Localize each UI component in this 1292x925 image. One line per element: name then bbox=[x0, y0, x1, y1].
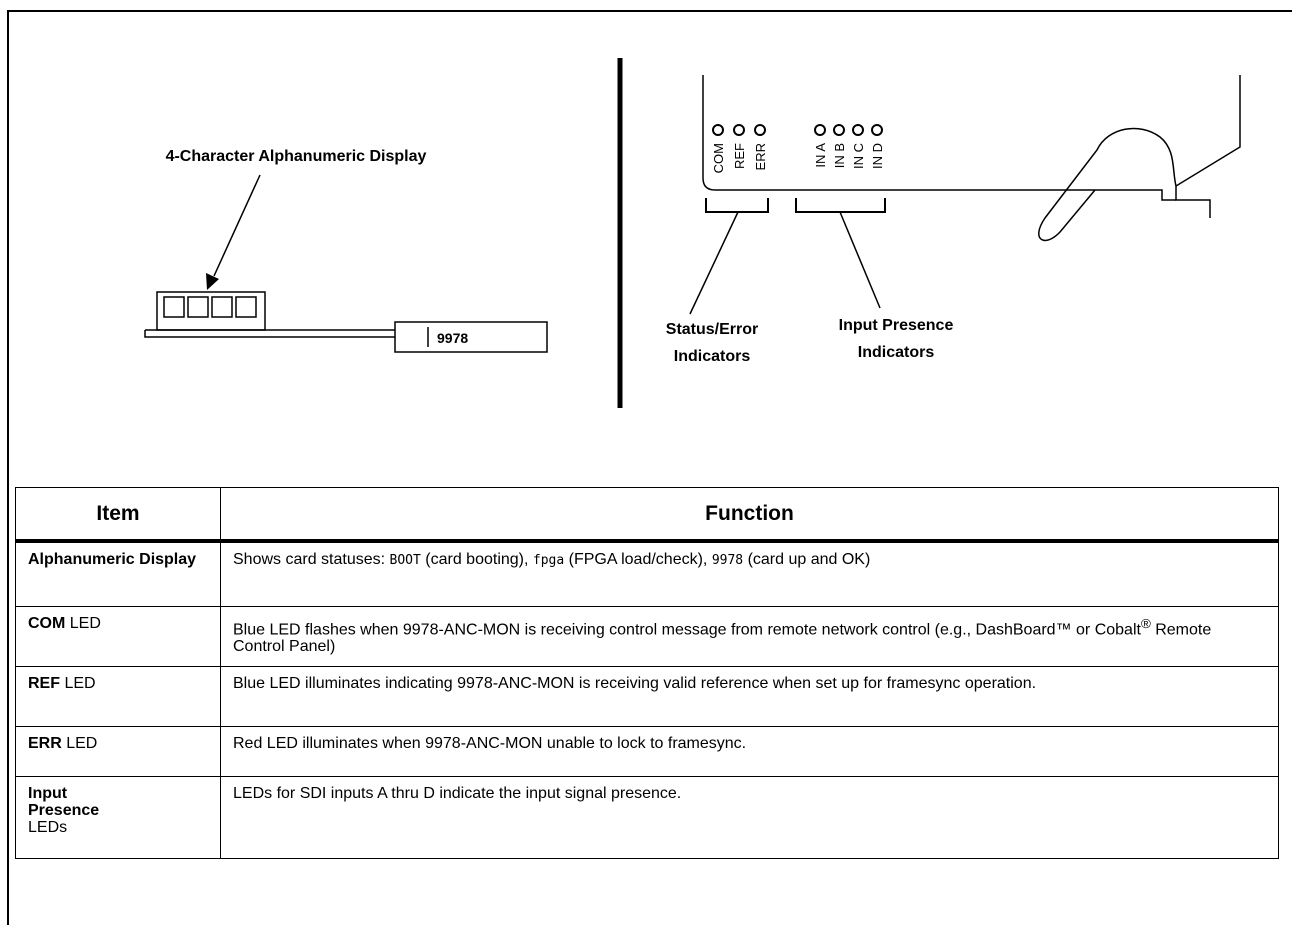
item-bold: REF bbox=[28, 674, 60, 692]
row: COM LED Blue LED flashes when 9978-ANC-M… bbox=[15, 605, 1279, 667]
led bbox=[754, 124, 766, 136]
bracket bbox=[705, 198, 769, 213]
input-label: Input Presence bbox=[839, 317, 954, 334]
led bbox=[712, 124, 724, 136]
panel-edge bbox=[702, 75, 1062, 191]
item: Input Presence LEDs bbox=[15, 775, 221, 859]
item-text: LEDs bbox=[28, 818, 68, 836]
text: Red LED illuminates when 9978-ANC-MON un… bbox=[233, 734, 747, 752]
led-label: IN A bbox=[813, 143, 828, 168]
frame-left bbox=[7, 10, 9, 925]
function: LEDs for SDI inputs A thru D indicate th… bbox=[220, 775, 1279, 859]
header: Function bbox=[220, 487, 1279, 543]
item-bold: Alphanumeric Display bbox=[28, 551, 197, 568]
led-label: IN C bbox=[851, 143, 866, 169]
text: ® bbox=[1140, 615, 1151, 631]
table: Item Function Alphanumeric Display Shows… bbox=[15, 487, 1279, 859]
led bbox=[852, 124, 864, 136]
item: COM LED bbox=[15, 605, 221, 667]
status-label: Status/Error bbox=[666, 321, 758, 338]
text: Blue LED illuminates indicating 9978-ANC… bbox=[233, 674, 1037, 692]
led bbox=[833, 124, 845, 136]
item: Alphanumeric Display bbox=[15, 540, 221, 607]
display-label: 4-Character Alphanumeric Display bbox=[166, 148, 427, 165]
row: Alphanumeric Display Shows card statuses… bbox=[15, 540, 1279, 607]
bracket bbox=[795, 198, 886, 213]
char bbox=[163, 296, 185, 318]
char bbox=[187, 296, 209, 318]
item: REF LED bbox=[15, 665, 221, 727]
card-edge bbox=[394, 321, 548, 353]
leds bbox=[712, 124, 883, 136]
card-number: 9978 bbox=[437, 330, 468, 346]
row: REF LED Blue LED illuminates indicating … bbox=[15, 665, 1279, 727]
function: Red LED illuminates when 9978-ANC-MON un… bbox=[220, 725, 1279, 777]
row: ERR LED Red LED illuminates when 9978-AN… bbox=[15, 725, 1279, 777]
item-bold: Input Presence bbox=[28, 784, 100, 819]
led-label: COM bbox=[711, 143, 726, 173]
text: Remote Control Panel) bbox=[233, 620, 1212, 655]
item-bold: COM bbox=[28, 614, 66, 632]
code: BOOT bbox=[389, 553, 421, 568]
input-label: Indicators bbox=[858, 344, 935, 361]
led-label: ERR bbox=[753, 143, 768, 170]
led-label: IN B bbox=[832, 143, 847, 168]
text: (FPGA load/check), bbox=[564, 551, 712, 568]
diagram: 4-Character Alphanumeric Display 9978 CO… bbox=[8, 10, 1292, 408]
text: Shows card statuses: bbox=[233, 551, 390, 568]
function: Blue LED illuminates indicating 9978-ANC… bbox=[220, 665, 1279, 727]
status-label: Indicators bbox=[674, 348, 751, 365]
board bbox=[144, 330, 395, 338]
item-text: LED bbox=[65, 614, 101, 632]
led bbox=[733, 124, 745, 136]
char bbox=[211, 296, 233, 318]
code: fpga bbox=[532, 553, 565, 568]
leader bbox=[689, 211, 739, 315]
code: 9978 bbox=[711, 553, 744, 568]
text: LEDs for SDI inputs A thru D indicate th… bbox=[233, 784, 682, 802]
row: Input Presence LEDs LEDs for SDI inputs A… bbox=[15, 775, 1279, 859]
header-row: Item Function bbox=[15, 487, 1279, 543]
item-bold: ERR bbox=[28, 734, 62, 752]
text: (card up and OK) bbox=[743, 551, 871, 568]
text: Blue LED flashes when 9978-ANC-MON is re… bbox=[233, 620, 1141, 638]
function: Blue LED flashes when 9978-ANC-MON is re… bbox=[220, 605, 1279, 667]
led bbox=[814, 124, 826, 136]
arrow-head bbox=[206, 273, 219, 290]
item-text: LED bbox=[60, 674, 96, 692]
function: Shows card statuses: BOOT (card booting)… bbox=[220, 540, 1279, 607]
ejector bbox=[1175, 75, 1241, 218]
item-text: LED bbox=[61, 734, 98, 752]
led bbox=[871, 124, 883, 136]
char bbox=[235, 296, 257, 318]
item: ERR LED bbox=[15, 725, 221, 777]
leader bbox=[839, 211, 881, 309]
led-label: REF bbox=[732, 143, 747, 169]
header: Item bbox=[15, 487, 221, 543]
led-label: IN D bbox=[870, 143, 885, 169]
ejector-handle bbox=[1038, 127, 1177, 242]
arrow-line bbox=[213, 174, 261, 277]
text: (card booting), bbox=[420, 551, 533, 568]
